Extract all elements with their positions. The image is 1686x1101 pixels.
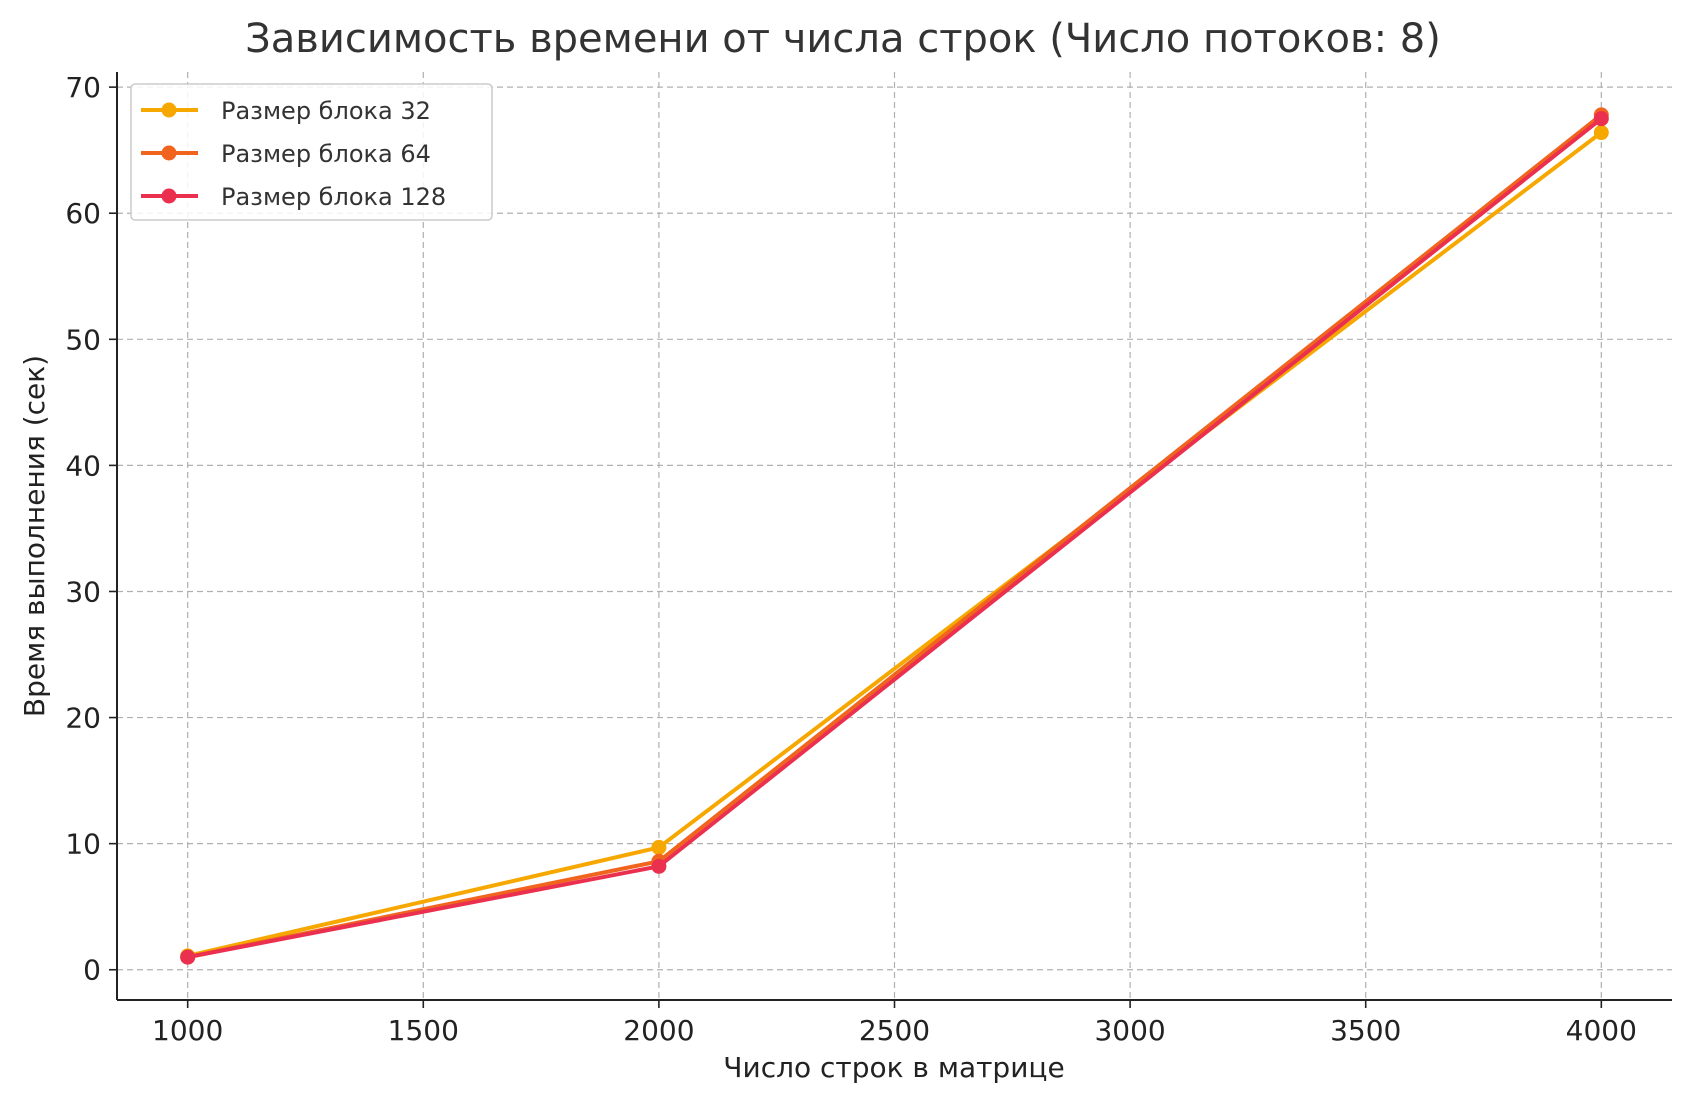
legend-frame [130,83,493,221]
y-tick-label: 10 [65,828,101,861]
x-tick-label: 3000 [1094,1014,1165,1047]
data-point [180,949,196,965]
x-tick-label: 2500 [859,1014,930,1047]
y-axis-label: Время выполнения (сек) [18,355,51,717]
y-tick-label: 30 [65,575,101,608]
x-ticks: 1000 1500 2000 2500 3000 3500 4000 [152,1000,1637,1047]
x-tick-label: 2000 [623,1014,694,1047]
x-axis-label: Число строк в матрице [723,1051,1064,1084]
legend-label: Размер блока 128 [221,183,446,211]
y-tick-label: 0 [83,954,101,987]
legend-label: Размер блока 32 [221,97,431,125]
legend-item: Размер блока 64 [141,140,431,168]
legend-item: Размер блока 128 [141,183,446,211]
data-point [1593,111,1609,127]
y-tick-label: 20 [65,702,101,735]
y-tick-label: 60 [65,197,101,230]
x-tick-label: 1000 [152,1014,223,1047]
x-tick-label: 4000 [1566,1014,1637,1047]
series-3 [180,111,1609,965]
legend-item: Размер блока 32 [141,97,431,125]
legend-swatch-marker [161,102,177,118]
legend: Размер блока 32 Размер блока 64 Размер бло… [130,83,493,221]
data-point [651,839,667,855]
y-ticks: 0 10 20 30 40 50 60 70 [65,71,117,987]
series-layer [180,107,1609,965]
data-point [1593,125,1609,141]
data-point [651,858,667,874]
y-tick-label: 40 [65,449,101,482]
x-tick-label: 3500 [1330,1014,1401,1047]
chart-title: Зависимость времени от числа строк (Числ… [245,16,1441,62]
legend-swatch-marker [161,188,177,204]
y-tick-label: 50 [65,323,101,356]
grid [117,72,1672,1000]
legend-label: Размер блока 64 [221,140,431,168]
legend-swatch-marker [161,145,177,161]
y-tick-label: 70 [65,71,101,104]
x-tick-label: 1500 [388,1014,459,1047]
